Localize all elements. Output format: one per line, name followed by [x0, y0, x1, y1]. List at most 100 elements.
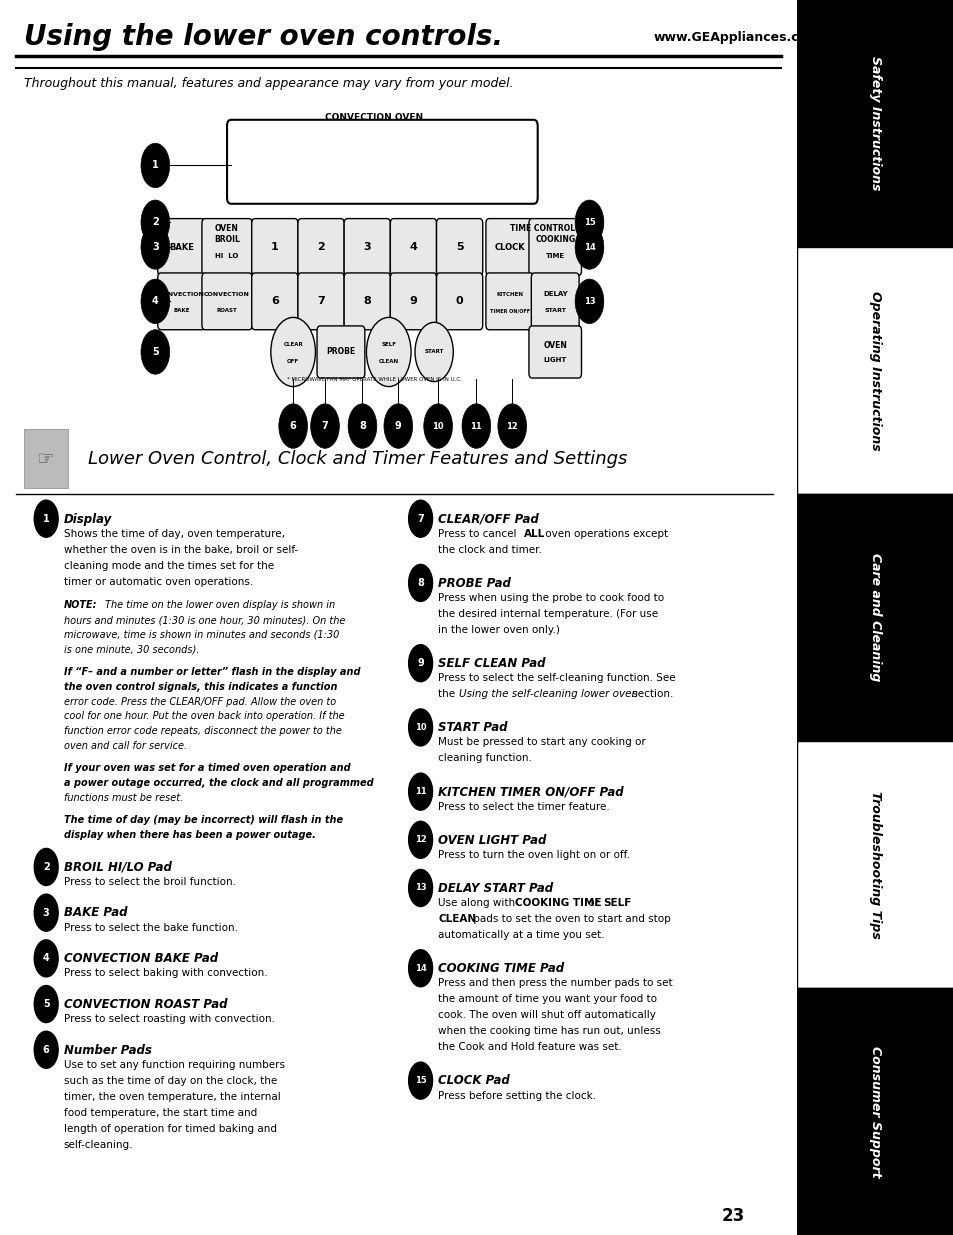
Text: CLEAN: CLEAN [437, 914, 476, 924]
Text: SELF: SELF [602, 898, 631, 908]
Text: 3: 3 [363, 242, 371, 252]
Circle shape [34, 1031, 58, 1068]
Text: ALL: ALL [523, 529, 545, 538]
Text: BAKE Pad: BAKE Pad [64, 906, 127, 920]
Circle shape [575, 225, 603, 269]
Text: 12: 12 [415, 835, 426, 845]
Text: Press to select baking with convection.: Press to select baking with convection. [64, 968, 267, 978]
Bar [796, 988, 953, 1235]
Text: CONVECTION: CONVECTION [204, 291, 250, 296]
Text: CLEAN: CLEAN [378, 359, 398, 364]
FancyBboxPatch shape [316, 326, 364, 378]
Circle shape [408, 645, 432, 682]
Text: cool for one hour. Put the oven back into operation. If the: cool for one hour. Put the oven back int… [64, 711, 344, 721]
Text: microwave, time is shown in minutes and seconds (1:30: microwave, time is shown in minutes and … [64, 630, 338, 640]
Bar [24, 429, 68, 488]
Text: COOKING: COOKING [535, 236, 575, 245]
Text: 6: 6 [43, 1045, 50, 1055]
Text: 13: 13 [415, 883, 426, 893]
Text: 2: 2 [316, 242, 325, 252]
Circle shape [141, 143, 170, 188]
Bar [796, 247, 953, 494]
Text: SELF: SELF [381, 342, 395, 347]
Text: 1: 1 [152, 161, 158, 170]
Circle shape [408, 500, 432, 537]
Text: the amount of time you want your food to: the amount of time you want your food to [437, 994, 657, 1004]
Text: 15: 15 [415, 1076, 426, 1086]
Text: 15: 15 [583, 217, 595, 227]
Text: www.GEAppliances.com: www.GEAppliances.com [653, 31, 820, 43]
Text: 1: 1 [271, 242, 278, 252]
Text: 7: 7 [321, 421, 328, 431]
Text: If your oven was set for a timed oven operation and: If your oven was set for a timed oven op… [64, 763, 350, 773]
FancyBboxPatch shape [528, 219, 581, 275]
Text: the desired internal temperature. (For use: the desired internal temperature. (For u… [437, 609, 658, 619]
Circle shape [34, 500, 58, 537]
Text: CONVECTION BAKE Pad: CONVECTION BAKE Pad [64, 952, 217, 966]
Text: Throughout this manual, features and appearance may vary from your model.: Throughout this manual, features and app… [24, 78, 513, 90]
Text: automatically at a time you set.: automatically at a time you set. [437, 930, 604, 940]
Circle shape [408, 1062, 432, 1099]
Circle shape [497, 404, 526, 448]
Text: 5: 5 [43, 999, 50, 1009]
Text: START: START [424, 350, 443, 354]
Text: NOTE:: NOTE: [64, 600, 97, 610]
Text: Press before setting the clock.: Press before setting the clock. [437, 1091, 596, 1100]
Text: Operating Instructions: Operating Instructions [868, 290, 881, 451]
FancyBboxPatch shape [297, 219, 344, 275]
FancyBboxPatch shape [252, 273, 297, 330]
Text: 11: 11 [415, 787, 426, 797]
Text: TIMER ON/OFF: TIMER ON/OFF [489, 309, 529, 314]
Text: timer or automatic oven operations.: timer or automatic oven operations. [64, 577, 253, 587]
Circle shape [575, 279, 603, 324]
Text: DELAY: DELAY [542, 291, 567, 298]
Text: Care and Cleaning: Care and Cleaning [868, 553, 881, 682]
Text: Press to turn the oven light on or off.: Press to turn the oven light on or off. [437, 850, 630, 860]
Text: 5: 5 [456, 242, 463, 252]
Text: CLEAR: CLEAR [283, 342, 303, 347]
Text: BROIL HI/LO Pad: BROIL HI/LO Pad [64, 861, 172, 874]
FancyBboxPatch shape [344, 219, 390, 275]
Text: SELF CLEAN Pad: SELF CLEAN Pad [437, 657, 545, 671]
Circle shape [575, 200, 603, 245]
Circle shape [423, 404, 452, 448]
Text: KITCHEN: KITCHEN [496, 291, 523, 296]
FancyBboxPatch shape [390, 219, 436, 275]
Bar [796, 0, 953, 247]
FancyBboxPatch shape [436, 273, 482, 330]
Bar [796, 741, 953, 988]
FancyBboxPatch shape [528, 326, 581, 378]
Text: PROBE Pad: PROBE Pad [437, 577, 511, 590]
Text: 5: 5 [152, 347, 158, 357]
Circle shape [408, 773, 432, 810]
Text: cleaning function.: cleaning function. [437, 753, 532, 763]
Text: 2: 2 [43, 862, 50, 872]
Text: pads to set the oven to start and stop: pads to set the oven to start and stop [470, 914, 670, 924]
Text: Using the lower oven controls.: Using the lower oven controls. [24, 23, 502, 51]
Text: food temperature, the start time and: food temperature, the start time and [64, 1108, 256, 1118]
Text: timer, the oven temperature, the internal: timer, the oven temperature, the interna… [64, 1092, 280, 1102]
Text: the clock and timer.: the clock and timer. [437, 545, 541, 555]
Text: Shows the time of day, oven temperature,: Shows the time of day, oven temperature, [64, 529, 284, 538]
Text: OVEN: OVEN [542, 341, 567, 351]
Text: OVEN LIGHT Pad: OVEN LIGHT Pad [437, 834, 546, 847]
FancyBboxPatch shape [390, 273, 436, 330]
FancyBboxPatch shape [202, 219, 252, 275]
Text: BAKE: BAKE [169, 242, 193, 252]
Text: CLEAR/OFF Pad: CLEAR/OFF Pad [437, 513, 538, 526]
Text: Must be pressed to start any cooking or: Must be pressed to start any cooking or [437, 737, 645, 747]
Text: TIME: TIME [545, 253, 564, 259]
Text: If “F– and a number or letter” flash in the display and: If “F– and a number or letter” flash in … [64, 667, 360, 677]
Circle shape [383, 404, 413, 448]
FancyBboxPatch shape [531, 273, 578, 330]
Text: Press and then press the number pads to set: Press and then press the number pads to … [437, 978, 672, 988]
Text: 11: 11 [470, 421, 481, 431]
Text: Press to select the timer feature.: Press to select the timer feature. [437, 802, 609, 811]
Text: COOKING TIME: COOKING TIME [514, 898, 600, 908]
Text: CONVECTION ROAST Pad: CONVECTION ROAST Pad [64, 998, 227, 1011]
Text: Use to set any function requiring numbers: Use to set any function requiring number… [64, 1060, 284, 1070]
Circle shape [408, 564, 432, 601]
Text: such as the time of day on the clock, the: such as the time of day on the clock, th… [64, 1076, 276, 1086]
Text: 6: 6 [271, 296, 278, 306]
Text: 6: 6 [290, 421, 296, 431]
